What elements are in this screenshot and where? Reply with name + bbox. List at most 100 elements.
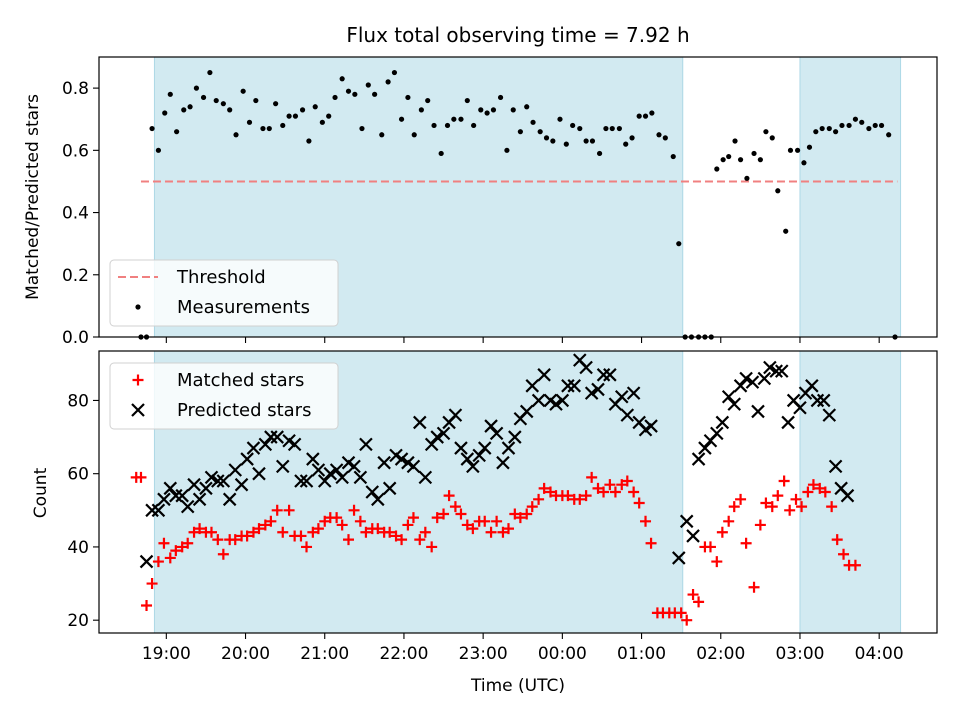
measurement-point (886, 132, 892, 138)
measurement-point (801, 160, 807, 166)
plot-layer: 0.0 0.2 0.4 0.6 0.8 Threshold Measurements 20 40… (62, 56, 938, 664)
predicted-star-point (614, 390, 629, 404)
measurement-point (253, 97, 259, 104)
y-tick-label: 0.2 (62, 266, 89, 286)
matched-star-point (372, 523, 384, 535)
measurements-series (138, 69, 898, 340)
predicted-star-point (240, 452, 254, 466)
measurement-point (662, 135, 668, 141)
x-tick-label: 02:00 (696, 644, 745, 664)
predicted-star-point (347, 459, 361, 474)
matched-star-point (533, 493, 545, 505)
measurement-point (292, 113, 299, 119)
measurement-point (458, 116, 464, 122)
matched-star-point (716, 526, 728, 538)
measurement-point (583, 138, 589, 144)
legend-measurement-swatch (135, 304, 141, 310)
matched-star-point (431, 512, 443, 524)
predicted-star-point (335, 470, 349, 485)
predicted-star-point (287, 437, 302, 452)
matched-star-point (784, 504, 796, 516)
matched-star-point (711, 556, 723, 568)
measurement-point (438, 150, 444, 157)
matched-star-point (693, 596, 705, 608)
matched-star-point (723, 515, 735, 527)
predicted-star-point (549, 397, 563, 411)
predicted-star-point (484, 419, 498, 433)
predicted-star-point (555, 393, 570, 408)
measurement-point (306, 138, 312, 144)
y-tick-label: 0.0 (62, 328, 89, 348)
matched-star-point (265, 515, 277, 527)
predicted-star-point (365, 485, 380, 499)
measurement-point (149, 125, 155, 132)
matched-star-point (728, 501, 740, 513)
count-axes-frame (98, 350, 938, 634)
matched-star-point (449, 501, 461, 513)
predicted-star-point (204, 470, 219, 485)
y-tick-label: 40 (67, 538, 89, 558)
predicted-star-point (584, 386, 599, 400)
predicted-star-point (781, 415, 795, 430)
matched-star-point (158, 537, 170, 549)
y-tick-label: 80 (67, 391, 89, 411)
predicted-star-point (270, 430, 284, 444)
measurement-point (751, 150, 757, 157)
predicted-star-point (769, 364, 783, 378)
predicted-star-point (299, 474, 314, 488)
ratio-panel: 0.0 0.2 0.4 0.6 0.8 Threshold Measurements (62, 56, 938, 348)
measurement-point (312, 104, 318, 110)
matched-star-point (586, 471, 598, 483)
predicted-star-point (727, 397, 742, 411)
matched-star-point (796, 501, 808, 513)
x-tick-label: 21:00 (300, 644, 349, 664)
x-tick-label: 03:00 (775, 644, 824, 664)
bottom-y-axis-label: Count (31, 467, 51, 518)
predicted-star-point (169, 488, 183, 503)
matched-star-point (598, 486, 610, 498)
predicted-star-point (620, 408, 635, 422)
predicted-star-point (672, 551, 686, 565)
matched-star-point (176, 541, 188, 553)
measurement-point (280, 122, 286, 129)
matched-star-point (740, 537, 752, 549)
predicted-star-point (496, 455, 510, 470)
measurement-point (207, 69, 213, 76)
measurement-point (783, 228, 789, 234)
measurement-point (744, 175, 750, 181)
matched-star-point (271, 504, 283, 516)
measurement-point (794, 147, 801, 153)
predicted-star-point (275, 459, 290, 474)
y-tick-label: 0.8 (62, 79, 89, 99)
predicted-star-point (591, 382, 605, 397)
measurement-point (444, 122, 451, 129)
matched-star-point (704, 541, 716, 553)
measurement-point (167, 91, 173, 97)
predicted-star-point (252, 466, 266, 481)
measurement-point (273, 101, 279, 107)
measurement-point (589, 138, 596, 144)
count-panel: 20 40 60 80 19:00 20:00 21:00 22:00 23:00 00:00 01… (67, 350, 938, 664)
matched-star-point (455, 508, 467, 520)
matched-star-point (621, 475, 633, 487)
measurement-point (451, 116, 457, 122)
measurement-point (517, 129, 523, 135)
predicted-star-point (413, 415, 427, 430)
measurement-point (319, 119, 325, 125)
measurement-point (326, 113, 332, 119)
predicted-star-point (139, 554, 154, 569)
measurement-point (332, 94, 338, 101)
matched-star-point (419, 526, 431, 538)
measurement-point (365, 82, 371, 88)
matched-star-point (766, 501, 778, 513)
matched-star-point (319, 515, 331, 527)
measurement-point (260, 125, 266, 132)
predicted-star-point (180, 499, 195, 514)
x-tick-label: 20:00 (221, 644, 270, 664)
measurement-point (878, 122, 885, 129)
predicted-star-point (561, 379, 575, 393)
count-legend: Matched stars Predicted stars (109, 362, 339, 430)
predicted-star-point (525, 379, 540, 393)
legend-label: Predicted stars (177, 400, 311, 421)
measurement-point (813, 129, 819, 135)
